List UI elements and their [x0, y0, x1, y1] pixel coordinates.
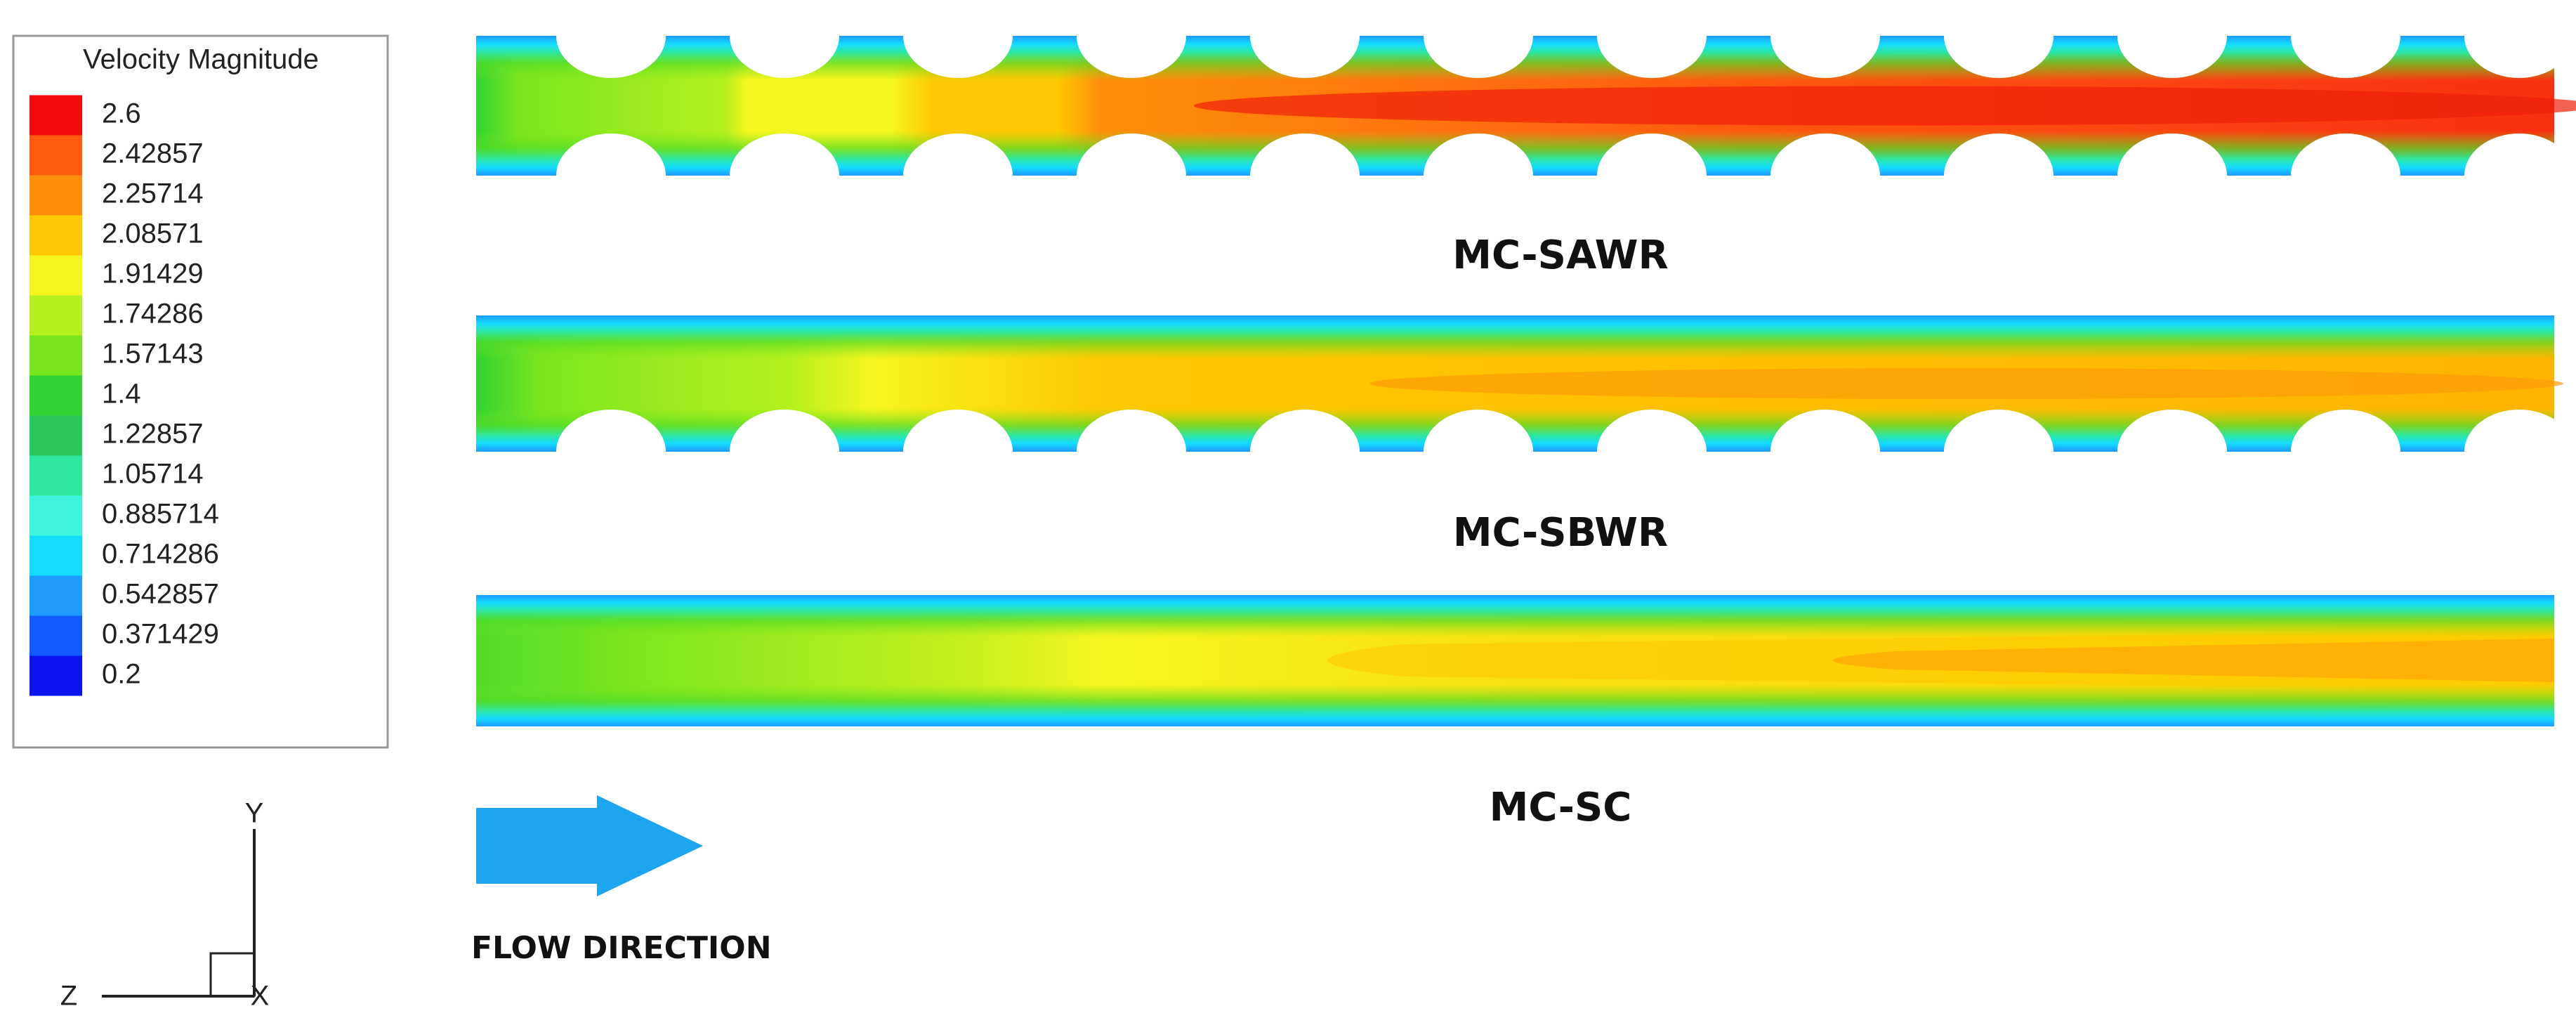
legend-swatch: [29, 495, 82, 536]
legend-label: 2.42857: [102, 138, 204, 169]
legend-label: 0.542857: [102, 579, 219, 610]
legend-swatch: [29, 215, 82, 256]
wall-layer: [476, 595, 2554, 726]
legend-title: Velocity Magnitude: [83, 44, 319, 75]
legend-swatch: [29, 255, 82, 296]
panel-label: MC-SC: [1490, 785, 1632, 830]
legend-swatch: [29, 375, 82, 416]
rib: [1424, 133, 1533, 176]
rib: [556, 133, 666, 176]
axis-z-label: Z: [60, 981, 77, 1012]
rib: [2117, 36, 2227, 78]
legend-swatch: [29, 295, 82, 336]
rib: [556, 36, 666, 78]
legend-label: 1.91429: [102, 259, 204, 289]
rib: [2464, 36, 2574, 78]
rib: [903, 410, 1013, 452]
rib: [2464, 133, 2574, 176]
legend-swatch: [29, 535, 82, 576]
rib: [1944, 133, 2053, 176]
axis-x-label: X: [251, 981, 270, 1012]
rib: [730, 36, 839, 78]
legend-swatch: [29, 95, 82, 136]
legend-label: 2.25714: [102, 178, 204, 209]
rib: [1250, 410, 1360, 452]
axis-y-label: Y: [245, 798, 264, 829]
legend-swatch: [29, 575, 82, 616]
rib: [903, 133, 1013, 176]
rib: [1424, 410, 1533, 452]
rib: [2291, 410, 2400, 452]
rib: [1770, 410, 1880, 452]
flow-direction-label: FLOW DIRECTION: [471, 930, 772, 966]
axis-box: [209, 952, 256, 998]
rib: [556, 410, 666, 452]
flow-arrow: [476, 795, 703, 896]
rib: [1077, 133, 1186, 176]
rib: [1944, 410, 2053, 452]
legend-label: 1.57143: [102, 339, 204, 370]
rib: [2464, 410, 2574, 452]
legend-label: 1.4: [102, 379, 141, 410]
rib: [730, 133, 839, 176]
rib: [2291, 36, 2400, 78]
panel-label: MC-SBWR: [1453, 510, 1668, 556]
legend-label: 1.74286: [102, 299, 204, 329]
legend-label: 0.371429: [102, 619, 219, 650]
legend-label: 0.885714: [102, 499, 219, 530]
rib: [1770, 133, 1880, 176]
rib: [1077, 36, 1186, 78]
rib: [1770, 36, 1880, 78]
legend-swatch: [29, 455, 82, 496]
legend-swatch: [29, 175, 82, 216]
rib: [1597, 133, 1707, 176]
legend-label: 0.714286: [102, 539, 219, 570]
rib: [1597, 36, 1707, 78]
legend-label: 1.22857: [102, 419, 204, 450]
rib: [1250, 133, 1360, 176]
legend-swatch: [29, 615, 82, 656]
panel-label: MC-SAWR: [1452, 233, 1668, 278]
rib: [1250, 36, 1360, 78]
legend-swatch: [29, 655, 82, 696]
legend-label: 2.6: [102, 98, 141, 129]
axis-triad: [102, 829, 256, 998]
rib: [1077, 410, 1186, 452]
legend-swatch: [29, 335, 82, 376]
rib: [1944, 36, 2053, 78]
legend-label: 0.2: [102, 659, 141, 690]
rib: [1597, 410, 1707, 452]
rib: [1424, 36, 1533, 78]
rib: [2291, 133, 2400, 176]
rib: [2117, 410, 2227, 452]
rib: [2117, 133, 2227, 176]
legend-swatch: [29, 415, 82, 456]
rib: [903, 36, 1013, 78]
legend-label: 2.08571: [102, 218, 204, 249]
legend-label: 1.05714: [102, 459, 204, 490]
legend-swatch: [29, 135, 82, 176]
rib: [730, 410, 839, 452]
